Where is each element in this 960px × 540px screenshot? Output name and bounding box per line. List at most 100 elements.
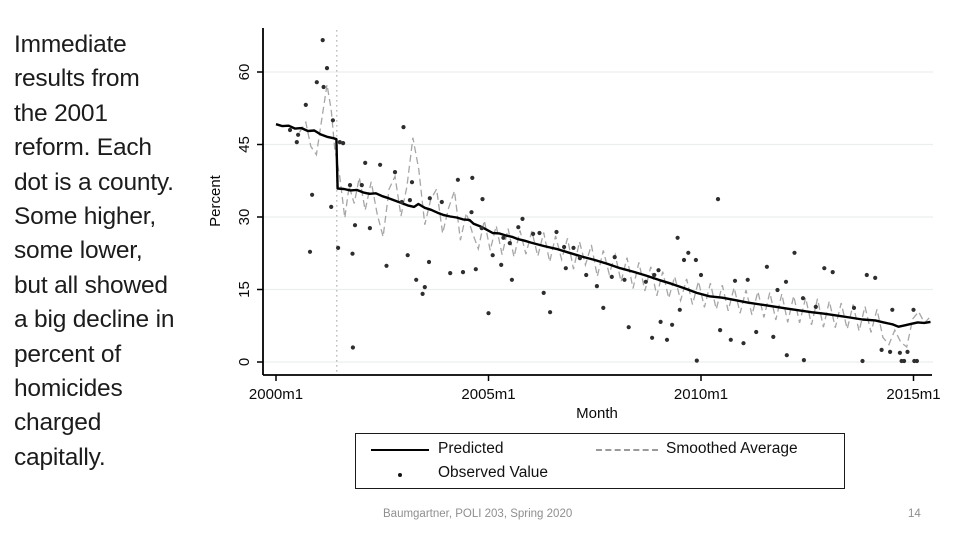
observed-dot xyxy=(352,223,358,228)
observed-dot xyxy=(448,271,453,276)
y-tick-label: 30 xyxy=(236,209,253,226)
observed-dot xyxy=(609,274,614,279)
y-tick-label: 45 xyxy=(236,136,253,153)
x-tick-label: 2000m1 xyxy=(249,386,303,403)
observed-dot xyxy=(718,328,723,333)
observed-dot xyxy=(321,84,326,90)
observed-dot xyxy=(664,337,670,342)
observed-dot xyxy=(860,358,865,364)
observed-dot xyxy=(873,275,878,280)
observed-dot xyxy=(455,177,460,182)
observed-dot xyxy=(303,102,308,107)
observed-dot xyxy=(890,307,895,312)
observed-dot xyxy=(501,235,506,240)
observed-dot xyxy=(677,307,682,312)
observed-dot xyxy=(399,199,404,205)
observed-dot xyxy=(741,341,746,346)
observed-dot xyxy=(329,204,334,209)
observed-dot xyxy=(771,334,776,339)
observed-dot xyxy=(296,132,301,137)
observed-dot xyxy=(499,262,504,267)
observed-dot xyxy=(675,235,680,240)
observed-dot xyxy=(686,250,691,255)
chart-panel: 0 15 30 45 60 2000m1 2005m1 2010m1 2015m1 Percent… xyxy=(200,0,960,497)
body-text-line: Immediate xyxy=(14,31,127,58)
observed-dot xyxy=(541,290,546,295)
observed-dot xyxy=(460,270,466,275)
observed-dot xyxy=(401,125,406,130)
body-text-line: but all showed xyxy=(14,271,168,299)
observed-dot xyxy=(422,285,427,290)
body-text-line: dot is a county. xyxy=(14,168,174,196)
observed-dot xyxy=(324,66,330,71)
x-tick-label: 2005m1 xyxy=(461,386,515,403)
body-text-line: capitally. xyxy=(14,443,106,471)
body-text-line: the 2001 xyxy=(14,99,108,127)
predicted-line xyxy=(275,123,931,328)
observed-dot xyxy=(470,175,475,180)
observed-dot xyxy=(656,268,661,273)
observed-dot xyxy=(693,257,698,263)
observed-dot xyxy=(350,251,355,256)
y-tick-label: 15 xyxy=(236,281,253,298)
observed-dot xyxy=(905,349,910,354)
observed-dot xyxy=(754,329,759,335)
observed-dot xyxy=(784,353,789,358)
smoothed-average-line xyxy=(298,84,931,349)
observed-dot xyxy=(562,244,567,250)
y-axis-title: Percent xyxy=(207,174,224,227)
slide-body-text: Immediate results from the 2001 reform. Eac… xyxy=(14,28,244,475)
observed-dot xyxy=(694,358,699,363)
chart-legend: Predicted Smoothed Average Observed Valu… xyxy=(355,433,845,489)
body-text-line: homicides xyxy=(14,375,123,403)
body-text-line: reform. Each xyxy=(14,134,152,162)
observed-dot xyxy=(414,277,419,282)
observed-dot xyxy=(407,198,412,203)
observed-dot xyxy=(577,256,582,261)
observed-dot xyxy=(888,349,893,354)
observed-dot xyxy=(864,272,869,278)
body-text-line: a big decline in xyxy=(14,306,175,334)
observed-dot xyxy=(775,287,780,293)
observed-dot xyxy=(728,337,733,342)
observed-dot xyxy=(320,38,325,43)
observed-dot xyxy=(732,278,738,283)
observed-dot xyxy=(392,170,398,175)
legend-label-predicted: Predicted xyxy=(438,440,504,457)
observed-dot xyxy=(764,264,770,269)
observed-dot xyxy=(622,277,627,282)
observed-dot xyxy=(490,253,495,258)
observed-dot xyxy=(337,140,342,145)
observed-dot xyxy=(902,358,907,364)
observed-dot xyxy=(670,322,675,327)
observed-dot xyxy=(307,249,313,254)
observed-dot xyxy=(480,197,485,202)
observed-dot xyxy=(851,305,857,310)
observed-dot xyxy=(409,180,415,185)
observed-dot xyxy=(745,277,750,282)
page-number: 14 xyxy=(908,508,921,520)
observed-dot xyxy=(347,183,353,188)
percent-capital-chart: 0 15 30 45 60 2000m1 2005m1 2010m1 2015m1 Percent… xyxy=(207,28,941,422)
observed-dot xyxy=(650,335,655,340)
observed-dot xyxy=(405,253,410,258)
observed-dot xyxy=(548,310,553,315)
observed-dot xyxy=(330,118,335,123)
predicted-line-sample xyxy=(371,449,429,451)
footer-citation: Baumgartner, POLI 203, Spring 2020 xyxy=(383,508,573,520)
observed-dot xyxy=(626,325,631,330)
observed-dot xyxy=(507,241,512,246)
observed-dot xyxy=(420,291,425,296)
legend-label-smoothed: Smoothed Average xyxy=(666,440,798,457)
observed-dot xyxy=(698,272,704,278)
observed-dot xyxy=(897,350,903,355)
observed-dot xyxy=(314,80,319,85)
observed-dot xyxy=(520,216,525,221)
observed-dot xyxy=(563,266,568,271)
legend-label-observed: Observed Value xyxy=(438,464,548,481)
smoothed-line-sample xyxy=(596,449,658,451)
observed-dot xyxy=(378,162,383,167)
observed-dot xyxy=(715,197,721,202)
observed-dot xyxy=(612,255,617,260)
